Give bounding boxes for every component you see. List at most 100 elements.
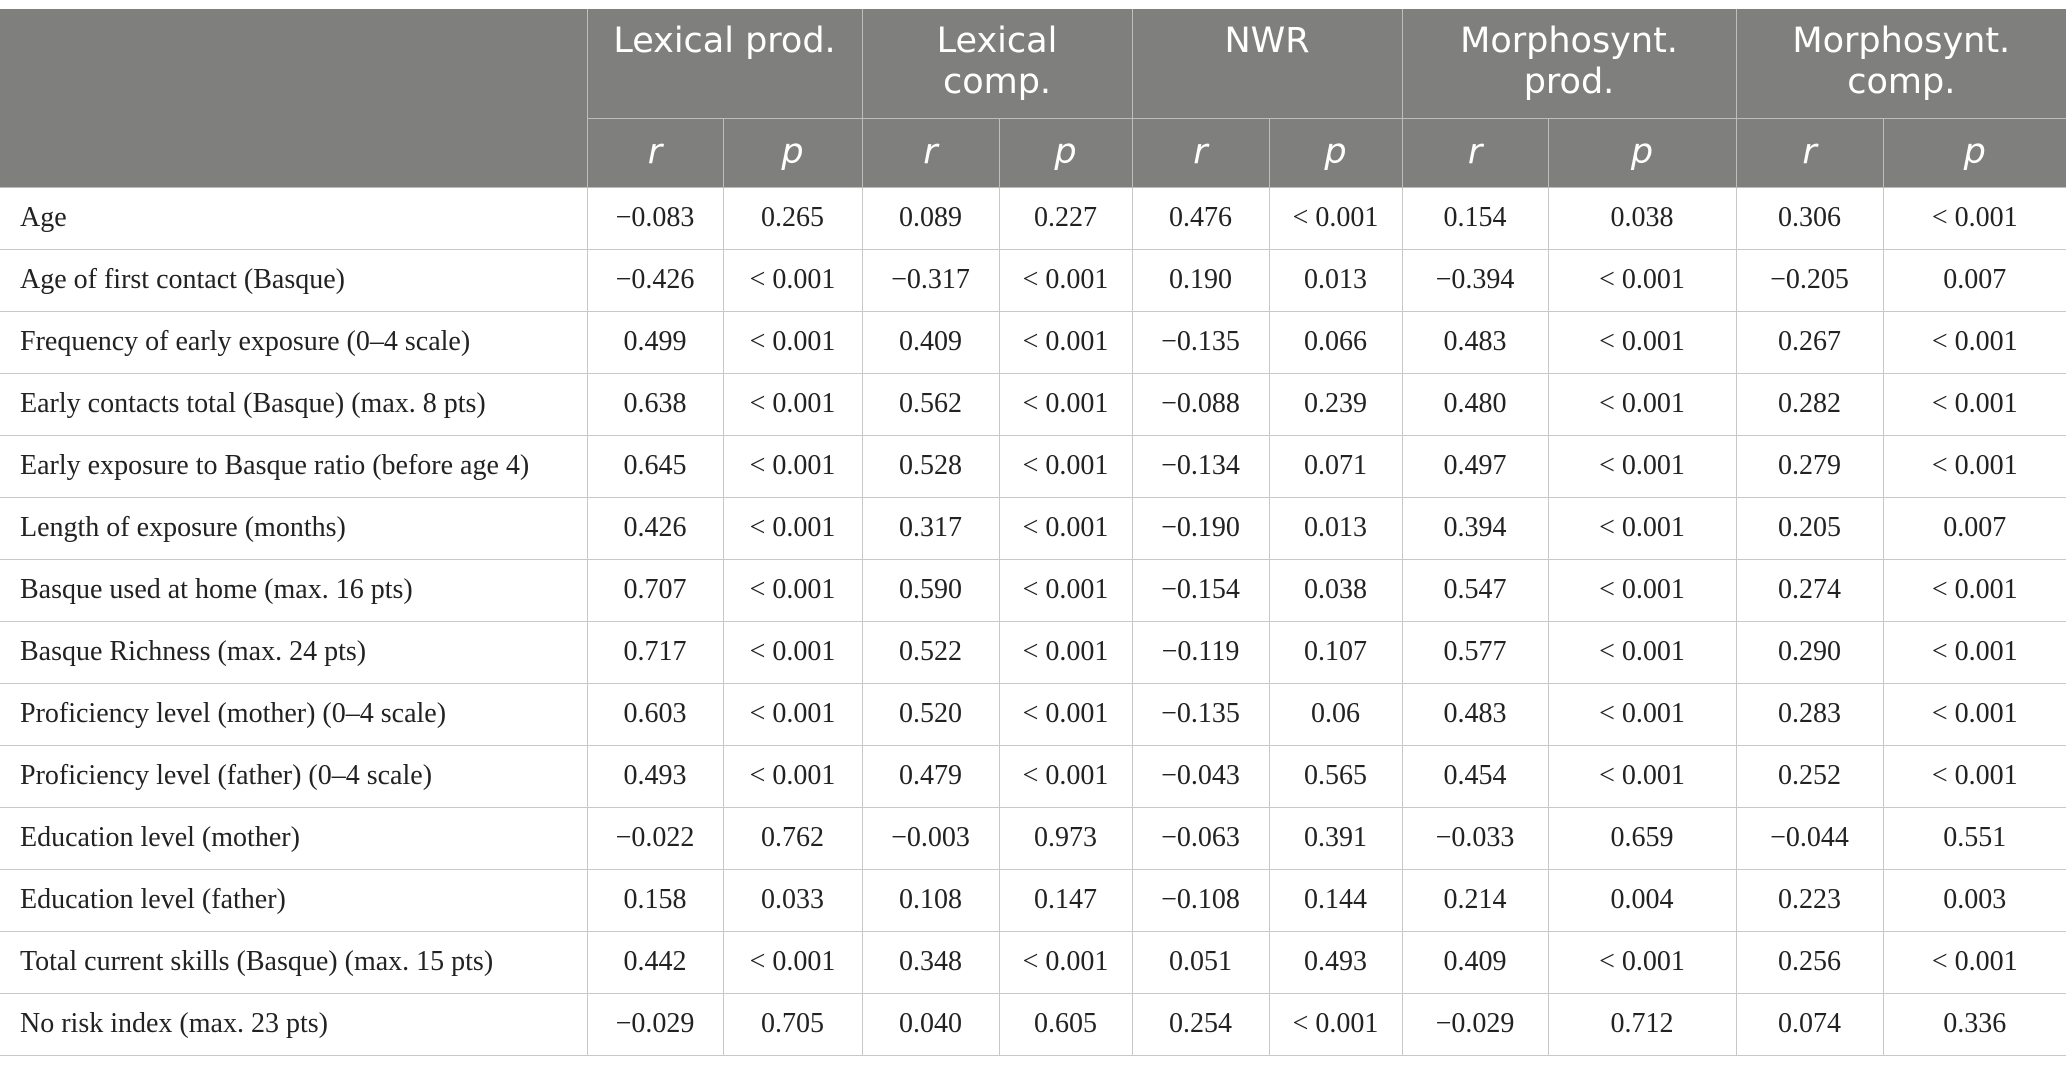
group-header-morphosynt-comp: Morphosynt. comp. <box>1735 9 2066 119</box>
p-value-cell: 0.038 <box>1547 186 1737 250</box>
row-label: Total current skills (Basque) (max. 15 p… <box>0 930 588 994</box>
group-header-lexical-comp: Lexical comp. <box>861 9 1133 119</box>
group-header-text: NWR <box>1224 21 1310 61</box>
p-value-cell: < 0.001 <box>1882 682 2066 746</box>
p-value-cell: < 0.001 <box>1547 372 1737 436</box>
p-value-cell: < 0.001 <box>1882 372 2066 436</box>
r-value-cell: −0.317 <box>861 248 1000 312</box>
p-value-cell: < 0.001 <box>1547 434 1737 498</box>
p-value-cell: 0.227 <box>998 186 1133 250</box>
table-row: Education level (mother) −0.022 0.762 −0.00… <box>0 806 2066 870</box>
row-label: Age of first contact (Basque) <box>0 248 588 312</box>
p-value-cell: 0.551 <box>1882 806 2066 870</box>
p-value-cell: 0.973 <box>998 806 1133 870</box>
r-value-cell: 0.638 <box>586 372 724 436</box>
p-value-cell: < 0.001 <box>998 620 1133 684</box>
r-value-cell: −0.205 <box>1735 248 1884 312</box>
p-value-cell: < 0.001 <box>722 930 863 994</box>
p-value-cell: 0.336 <box>1882 992 2066 1056</box>
subheader-p: p <box>722 118 863 188</box>
subheader-r: r <box>1401 118 1549 188</box>
row-label: Early exposure to Basque ratio (before a… <box>0 434 588 498</box>
p-value-cell: 0.705 <box>722 992 863 1056</box>
p-value-cell: < 0.001 <box>1547 744 1737 808</box>
r-value-cell: 0.522 <box>861 620 1000 684</box>
p-value-cell: 0.147 <box>998 868 1133 932</box>
table-header: Lexical prod. Lexical comp. NWR Morphosy… <box>0 9 2066 188</box>
p-value-cell: < 0.001 <box>1268 992 1403 1056</box>
r-value-cell: 0.590 <box>861 558 1000 622</box>
table-row: Frequency of early exposure (0–4 scale) 0… <box>0 310 2066 374</box>
p-value-cell: 0.033 <box>722 868 863 932</box>
p-value-cell: 0.605 <box>998 992 1133 1056</box>
p-value-cell: < 0.001 <box>722 558 863 622</box>
group-header-text: Morphosynt. <box>1460 21 1678 61</box>
p-value-cell: < 0.001 <box>722 682 863 746</box>
subheader-r: r <box>1735 118 1884 188</box>
row-label: Proficiency level (mother) (0–4 scale) <box>0 682 588 746</box>
p-value-cell: 0.013 <box>1268 496 1403 560</box>
p-value-cell: < 0.001 <box>1882 558 2066 622</box>
table-row: Proficiency level (mother) (0–4 scale) 0.… <box>0 682 2066 746</box>
group-header-morphosynt-prod: Morphosynt. prod. <box>1401 9 1737 119</box>
subheader-p: p <box>1547 118 1737 188</box>
p-value-cell: 0.239 <box>1268 372 1403 436</box>
p-value-cell: 0.265 <box>722 186 863 250</box>
r-value-cell: 0.480 <box>1401 372 1549 436</box>
p-value-cell: < 0.001 <box>1882 620 2066 684</box>
p-value-cell: < 0.001 <box>722 434 863 498</box>
p-value-cell: 0.712 <box>1547 992 1737 1056</box>
p-value-cell: < 0.001 <box>1547 620 1737 684</box>
table-row: No risk index (max. 23 pts) −0.029 0.705 0.… <box>0 992 2066 1056</box>
r-value-cell: 0.577 <box>1401 620 1549 684</box>
r-value-cell: −0.083 <box>586 186 724 250</box>
table-row: Age −0.083 0.265 0.089 0.227 0.476 < 0.001 0.15… <box>0 186 2066 250</box>
p-value-cell: 0.003 <box>1882 868 2066 932</box>
r-value-cell: 0.476 <box>1131 186 1270 250</box>
r-value-cell: −0.135 <box>1131 310 1270 374</box>
r-value-cell: 0.603 <box>586 682 724 746</box>
p-value-cell: < 0.001 <box>998 930 1133 994</box>
r-value-cell: 0.483 <box>1401 682 1549 746</box>
p-value-cell: 0.762 <box>722 806 863 870</box>
p-value-cell: < 0.001 <box>722 310 863 374</box>
p-value-cell: 0.007 <box>1882 248 2066 312</box>
p-value-cell: < 0.001 <box>722 496 863 560</box>
row-label: Education level (father) <box>0 868 588 932</box>
r-value-cell: 0.645 <box>586 434 724 498</box>
p-value-cell: < 0.001 <box>998 496 1133 560</box>
subheader-r: r <box>586 118 724 188</box>
table-row: Age of first contact (Basque) −0.426 < 0.0… <box>0 248 2066 312</box>
p-value-cell: < 0.001 <box>722 372 863 436</box>
r-value-cell: −0.190 <box>1131 496 1270 560</box>
p-value-cell: < 0.001 <box>722 744 863 808</box>
table-row: Proficiency level (father) (0–4 scale) 0.… <box>0 744 2066 808</box>
p-value-cell: < 0.001 <box>1547 248 1737 312</box>
r-value-cell: 0.108 <box>861 868 1000 932</box>
r-value-cell: 0.317 <box>861 496 1000 560</box>
r-value-cell: 0.051 <box>1131 930 1270 994</box>
r-value-cell: 0.493 <box>586 744 724 808</box>
p-value-cell: 0.007 <box>1882 496 2066 560</box>
r-value-cell: 0.089 <box>861 186 1000 250</box>
r-value-cell: −0.154 <box>1131 558 1270 622</box>
p-value-cell: < 0.001 <box>1547 930 1737 994</box>
p-value-cell: 0.107 <box>1268 620 1403 684</box>
row-label: Frequency of early exposure (0–4 scale) <box>0 310 588 374</box>
r-value-cell: −0.088 <box>1131 372 1270 436</box>
r-value-cell: −0.029 <box>1401 992 1549 1056</box>
r-value-cell: 0.040 <box>861 992 1000 1056</box>
r-value-cell: 0.223 <box>1735 868 1884 932</box>
table-row: Basque used at home (max. 16 pts) 0.707 < … <box>0 558 2066 622</box>
r-value-cell: 0.499 <box>586 310 724 374</box>
p-value-cell: 0.391 <box>1268 806 1403 870</box>
r-value-cell: −0.029 <box>586 992 724 1056</box>
r-value-cell: 0.483 <box>1401 310 1549 374</box>
p-value-cell: < 0.001 <box>1882 310 2066 374</box>
p-value-cell: < 0.001 <box>998 682 1133 746</box>
row-label: Length of exposure (months) <box>0 496 588 560</box>
r-value-cell: −0.394 <box>1401 248 1549 312</box>
r-value-cell: −0.022 <box>586 806 724 870</box>
p-value-cell: < 0.001 <box>1882 930 2066 994</box>
